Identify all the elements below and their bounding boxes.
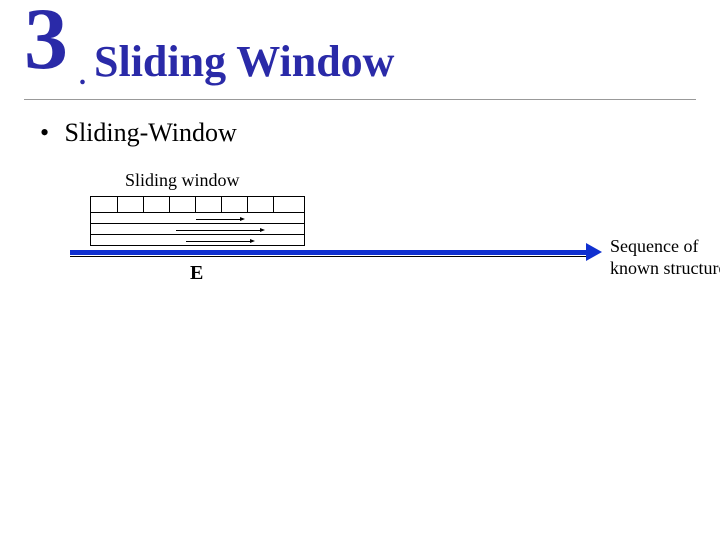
window-col-divider (221, 197, 222, 212)
sequence-line (70, 250, 590, 255)
sequence-underline (70, 256, 590, 257)
window-col-divider (143, 197, 144, 212)
window-arrow (176, 230, 261, 231)
window-col-divider (247, 197, 248, 212)
window-col-divider (273, 197, 274, 212)
window-arrow (186, 241, 251, 242)
sliding-window-diagram: Sliding window E Sequence of k (70, 170, 670, 310)
window-col-divider (169, 197, 170, 212)
window-col-divider (117, 197, 118, 212)
bullet-item: • Sliding-Window (40, 118, 237, 148)
bullet-marker: • (40, 118, 58, 148)
sequence-label: Sequence of known structure (610, 236, 720, 279)
sequence-label-line2: known structure (610, 258, 720, 278)
title-row: 3 . Sliding Window (24, 8, 696, 100)
window-top-row (91, 197, 304, 213)
bullet-text: Sliding-Window (65, 118, 237, 147)
e-label: E (190, 262, 203, 285)
window-col-divider (195, 197, 196, 212)
title-number: 3 (24, 0, 68, 84)
window-arrow (196, 219, 241, 220)
window-box (90, 196, 305, 246)
title-dot: . (79, 60, 86, 92)
sequence-label-line1: Sequence of (610, 236, 698, 256)
title-text: Sliding Window (94, 36, 394, 87)
sequence-arrowhead-icon (586, 243, 602, 261)
sliding-window-label: Sliding window (125, 170, 240, 191)
